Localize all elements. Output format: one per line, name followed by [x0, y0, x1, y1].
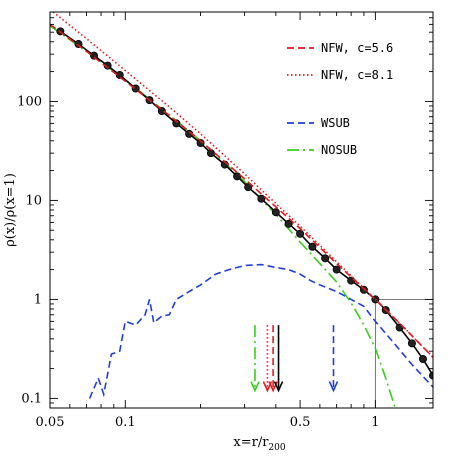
series-data-point [308, 242, 317, 251]
legend-entry: NFW, c=8.1 [287, 68, 393, 82]
marker-arrow-5 [328, 325, 339, 393]
y-tick-label: 1 [34, 292, 42, 307]
series-data-point [196, 139, 205, 148]
legend-entry: NOSUB [287, 143, 357, 157]
legend-label: NFW, c=8.1 [321, 68, 393, 82]
series-data-point [407, 339, 416, 348]
marker-arrow-4 [273, 325, 284, 393]
y-tick-label: 10 [25, 193, 42, 208]
x-axis-label-subscript: 200 [268, 443, 285, 453]
series-data-point [172, 119, 181, 128]
x-tick-label: 0.1 [115, 415, 136, 430]
y-tick-label: 100 [17, 94, 42, 109]
series-data-point [284, 219, 293, 228]
series-data-point [131, 84, 140, 93]
x-tick-label: 0.05 [36, 415, 65, 430]
legend-label: NFW, c=5.6 [321, 41, 393, 55]
series-nfw-c-5-6-line [50, 23, 433, 358]
series-nfw-c-8-1-line [51, 12, 433, 358]
legend-entry: NFW, c=5.6 [287, 41, 393, 55]
series-data-point [321, 254, 330, 263]
series-data-point [347, 276, 356, 285]
series-data-point [257, 194, 266, 203]
series-wsub-line [88, 263, 433, 399]
series-data-point [233, 172, 242, 181]
series-data-point [296, 229, 305, 238]
series-data-point [332, 265, 341, 274]
legend-label: NOSUB [321, 143, 357, 157]
series-data-point [418, 355, 427, 364]
legend-label: WSUB [321, 116, 350, 130]
marker-arrow-1 [250, 325, 260, 393]
series-data-point [115, 70, 124, 79]
plot-layer [50, 12, 433, 408]
x-tick-label: 0.5 [290, 415, 311, 430]
legend-entry: WSUB [287, 116, 350, 130]
legend: NFW, c=5.6 NFW, c=8.1 WSUB NOSUB [287, 41, 393, 157]
series-data-point [90, 51, 99, 60]
y-axis-label: ρ(x)/ρ(x=1) [3, 173, 18, 247]
x-tick-label: 1 [371, 415, 379, 430]
series-data-point [271, 208, 280, 217]
series-data-point [244, 183, 253, 192]
y-tick-label: 0.1 [21, 391, 42, 406]
